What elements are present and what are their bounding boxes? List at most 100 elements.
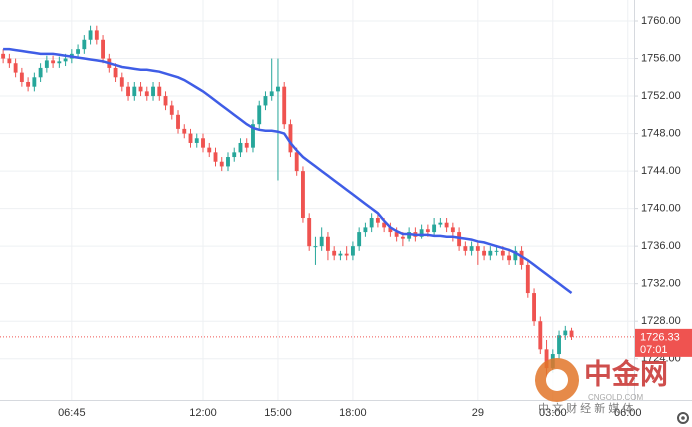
candle-body (213, 152, 218, 162)
candle-body (76, 49, 81, 54)
x-tick-label: 06:45 (58, 407, 86, 419)
candle-body (469, 246, 474, 251)
candle-body (482, 250, 487, 256)
y-tick-label: 1760.00 (641, 15, 681, 27)
candle-body (151, 86, 155, 97)
candle-body (44, 60, 49, 68)
countdown-label: 07:01 (640, 344, 668, 356)
candle-body (282, 86, 287, 125)
candle-body (325, 236, 330, 251)
candle-body (132, 86, 137, 97)
candle-body (226, 157, 230, 167)
candle-body (463, 246, 468, 251)
candle-body (269, 91, 274, 97)
settings-icon[interactable] (677, 412, 689, 424)
x-tick-label: 12:00 (189, 407, 217, 419)
candle-body (232, 152, 237, 158)
y-tick-label: 1748.00 (641, 127, 681, 139)
candle-body (144, 91, 149, 97)
y-tick-label: 1752.00 (641, 90, 681, 102)
candle-body (513, 250, 518, 261)
candle-body (288, 124, 293, 153)
candle-body (88, 30, 93, 40)
candle-body (375, 218, 380, 223)
candle-body (475, 246, 480, 251)
candle-body (494, 250, 499, 252)
gear-center (681, 416, 685, 420)
x-tick-label: 03:00 (539, 407, 567, 419)
y-tick-label: 1732.00 (641, 278, 681, 290)
candle-body (13, 63, 18, 73)
candle-body (207, 147, 212, 153)
candle-body (500, 250, 505, 256)
candle-body (338, 253, 343, 256)
candle-body (257, 105, 262, 125)
gear (677, 412, 689, 424)
logo-inner (546, 369, 568, 391)
candle-body (138, 86, 143, 92)
y-tick-label: 1740.00 (641, 203, 681, 215)
candle-body (350, 246, 355, 256)
candle-body (525, 264, 530, 294)
candle-body (38, 67, 43, 78)
candle-body (313, 246, 318, 248)
candle-body (400, 236, 405, 239)
candle-body (569, 330, 574, 337)
candle-body (126, 86, 130, 97)
y-tick-label: 1756.00 (641, 52, 681, 64)
candle-body (32, 77, 37, 87)
logo-text: 中金网 (584, 357, 668, 389)
candle-body (307, 218, 312, 247)
candle-body (251, 124, 255, 148)
candle-body (101, 39, 106, 59)
x-tick-label: 15:00 (264, 407, 292, 419)
candle-body (176, 114, 180, 129)
candle-body (94, 30, 99, 40)
candle-body (113, 67, 118, 78)
candle-body (194, 138, 199, 143)
candle-body (51, 60, 56, 64)
candle-body (219, 161, 224, 167)
candle-body (63, 58, 68, 62)
candle-body (563, 330, 568, 336)
logo-site: CNGOLD.COM (588, 393, 643, 402)
candle-body (382, 222, 387, 228)
candle-body (363, 227, 368, 233)
candle-body (488, 250, 493, 256)
candle-body (357, 232, 362, 247)
candle-body (432, 224, 437, 233)
candle-body (457, 232, 462, 247)
y-tick-label: 1744.00 (641, 165, 681, 177)
candle-body (244, 142, 249, 148)
candle-body (450, 227, 455, 233)
candle-body (263, 96, 268, 106)
candle-body (82, 39, 87, 50)
candle-body (319, 236, 324, 247)
candle-body (369, 218, 374, 228)
x-tick-label: 18:00 (339, 407, 367, 419)
candle-body (425, 229, 430, 233)
candle-body (557, 335, 561, 355)
y-tick-label: 1728.00 (641, 315, 681, 327)
candle-body (1, 53, 6, 59)
x-tick-label: 29 (472, 407, 484, 419)
candle-body (444, 222, 449, 228)
candle-body (26, 81, 31, 87)
candle-body (119, 77, 124, 87)
candle-body (538, 321, 543, 350)
candle-body (169, 105, 174, 115)
candle-body (157, 86, 162, 97)
moving-average (3, 47, 573, 295)
candle-body (19, 72, 24, 82)
candle-body (344, 253, 349, 256)
candle-body (7, 58, 12, 64)
candle-body (294, 152, 299, 172)
watermark: 中金网 CNGOLD.COM 中 文 财 经 新 媒 体 (535, 357, 668, 415)
x-tick-label: 06:00 (614, 407, 642, 419)
logo-slogan: 中 文 财 经 新 媒 体 (538, 401, 633, 415)
last-price-box (635, 328, 692, 357)
y-tick-label: 1736.00 (641, 240, 681, 252)
candle-body (388, 227, 393, 233)
candle-body (394, 232, 399, 237)
